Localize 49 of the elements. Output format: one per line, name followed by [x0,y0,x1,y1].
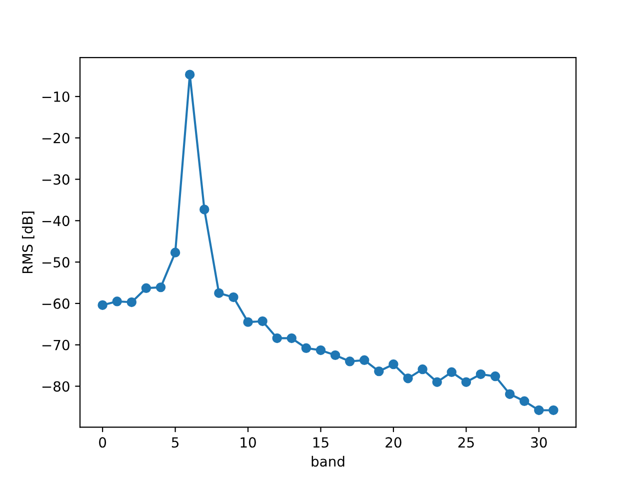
point [98,300,108,310]
point [184,70,195,80]
point [316,345,326,356]
point [344,356,355,366]
point [461,377,472,387]
y-tick-label: −60 [42,298,70,309]
point [520,396,530,406]
point [156,282,166,292]
point [301,343,312,354]
y-tick-label: −30 [42,174,70,185]
y-tick-label: −50 [42,257,70,268]
point [418,364,428,374]
x-tick-label: 10 [240,437,256,448]
x-tick-label: 15 [313,437,328,448]
y-tick-label: −10 [42,91,70,102]
point [374,366,384,376]
point [214,288,224,298]
y-tick-label: −40 [42,216,70,226]
point [490,371,500,382]
point [141,283,152,293]
point [112,296,122,306]
y-tick-label: −80 [42,381,70,392]
point [272,333,282,344]
point [243,317,253,327]
x-tick-label: 25 [458,437,474,448]
point [476,369,486,380]
point [432,377,442,387]
point [258,316,268,326]
y-tick-label: −70 [42,340,70,350]
y-axis-title: RMS [dB] [22,212,34,274]
point [504,389,515,399]
x-axis-title: band [312,456,344,467]
point [200,204,210,214]
y-tick-label: −20 [42,132,70,144]
point [286,333,296,344]
point [126,297,136,308]
point [330,350,340,360]
x-tick-label: 20 [386,437,402,448]
point [548,405,558,416]
point [388,359,398,370]
point [360,355,370,366]
x-tick-label: 5 [172,437,178,448]
point [170,248,180,258]
point [446,367,456,378]
point [403,374,413,384]
point [534,405,544,416]
x-tick-label: 0 [99,437,106,448]
point [228,292,238,302]
x-tick-label: 30 [531,437,547,448]
